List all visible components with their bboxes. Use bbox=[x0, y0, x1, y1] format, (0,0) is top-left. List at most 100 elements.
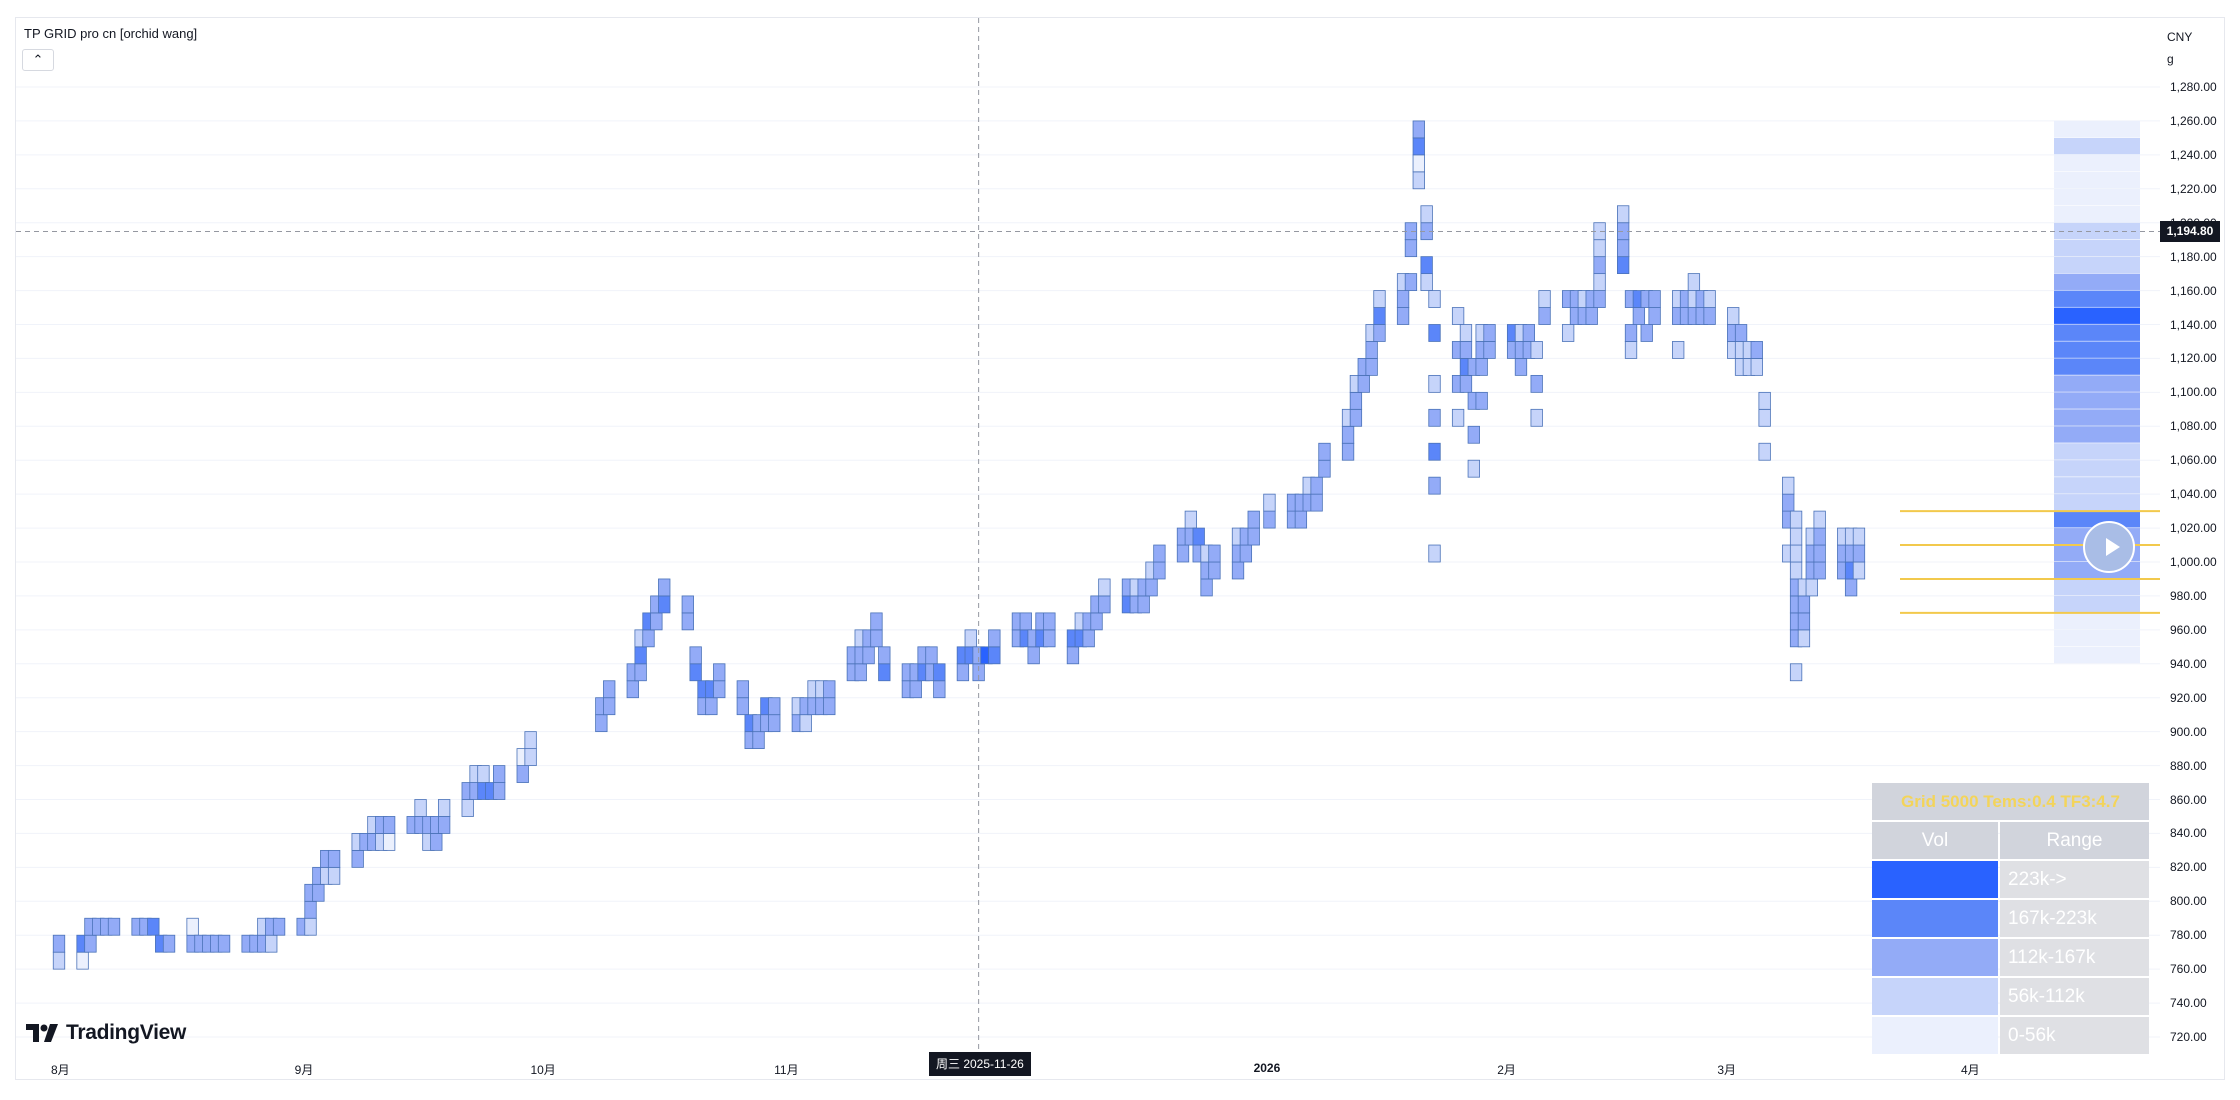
profile-bar bbox=[2054, 137, 2140, 155]
tradingview-logo[interactable]: TradingView bbox=[26, 1019, 186, 1047]
grid-cell bbox=[1428, 374, 1441, 393]
grid-cell bbox=[1467, 425, 1480, 444]
grid-cell bbox=[1782, 476, 1795, 495]
grid-cell bbox=[1522, 324, 1535, 342]
grid-cell bbox=[1263, 493, 1276, 512]
grid-cell bbox=[162, 934, 176, 953]
grid-cell bbox=[1341, 425, 1355, 444]
grid-cell bbox=[1561, 324, 1575, 342]
y-tick-label: 840.00 bbox=[2170, 826, 2207, 841]
play-icon[interactable] bbox=[2083, 521, 2135, 573]
grid-cell bbox=[1624, 341, 1638, 359]
grid-cell bbox=[1648, 307, 1661, 325]
grid-cell bbox=[658, 595, 671, 614]
grid-cell bbox=[1797, 629, 1811, 648]
legend-range-label: 112k-167k bbox=[2000, 939, 2149, 976]
profile-bar bbox=[2054, 494, 2140, 511]
grid-cell bbox=[1789, 527, 1803, 546]
y-tick-label: 1,220.00 bbox=[2170, 181, 2217, 196]
grid-cell bbox=[1459, 324, 1473, 342]
y-tick-label: 1,260.00 bbox=[2170, 113, 2217, 128]
grid-cell bbox=[1451, 408, 1465, 427]
x-tick-label: 9月 bbox=[294, 1063, 314, 1077]
y-tick-label: 940.00 bbox=[2170, 656, 2207, 671]
currency-unit[interactable]: CNY g bbox=[2167, 26, 2192, 70]
grid-cell bbox=[1396, 307, 1410, 325]
x-tick-label: 8月 bbox=[51, 1063, 70, 1077]
grid-cell bbox=[988, 629, 1001, 648]
grid-cell bbox=[1617, 256, 1630, 275]
grid-cell bbox=[854, 663, 867, 682]
grid-cell bbox=[1373, 324, 1386, 342]
grid-cell bbox=[1467, 459, 1480, 478]
profile-bar bbox=[2054, 477, 2140, 494]
y-tick-label: 1,240.00 bbox=[2170, 147, 2217, 162]
grid-cell bbox=[1082, 629, 1095, 648]
chart-frame[interactable] bbox=[15, 17, 2225, 1080]
grid-cell bbox=[1310, 493, 1323, 512]
grid-cell bbox=[1098, 595, 1111, 614]
grid-cell bbox=[1428, 476, 1441, 495]
legend-range-label: 223k-> bbox=[2000, 861, 2149, 898]
grid-cell bbox=[1098, 578, 1111, 597]
indicator-title[interactable]: TP GRID pro cn [orchid wang] bbox=[24, 26, 198, 41]
grid-cell bbox=[52, 934, 66, 953]
legend-swatch bbox=[1872, 861, 1998, 898]
y-tick-label: 800.00 bbox=[2170, 894, 2207, 909]
y-tick-label: 1,000.00 bbox=[2170, 555, 2217, 569]
grid-cell bbox=[1404, 239, 1418, 258]
grid-cell bbox=[933, 663, 946, 682]
grid-cell bbox=[265, 934, 278, 953]
grid-cell bbox=[1758, 391, 1771, 410]
grid-cell bbox=[382, 833, 396, 851]
grid-cell bbox=[477, 765, 490, 783]
legend-swatch bbox=[1872, 900, 1998, 937]
grid-cell bbox=[1813, 544, 1826, 563]
y-tick-label: 780.00 bbox=[2170, 928, 2207, 943]
grid-cell bbox=[304, 900, 317, 919]
grid-cell bbox=[909, 680, 922, 699]
grid-cell bbox=[414, 799, 427, 817]
grid-cell bbox=[1758, 408, 1771, 427]
grid-cell bbox=[1727, 307, 1740, 325]
grid-cell bbox=[1475, 391, 1488, 410]
grid-cell bbox=[1420, 256, 1433, 275]
y-tick-label: 1,280.00 bbox=[2170, 80, 2217, 94]
grid-cell bbox=[736, 680, 749, 699]
grid-cell bbox=[1734, 324, 1748, 342]
legend-row: 56k-112k bbox=[1872, 978, 2149, 1015]
grid-cell bbox=[1373, 290, 1386, 308]
legend-row: 223k-> bbox=[1872, 861, 2149, 898]
grid-cell bbox=[516, 765, 529, 783]
grid-cell bbox=[1137, 595, 1150, 614]
grid-cell bbox=[1231, 561, 1245, 580]
grid-cell bbox=[1090, 612, 1103, 631]
grid-cell bbox=[437, 799, 451, 817]
y-tick-label: 1,060.00 bbox=[2170, 453, 2217, 468]
legend-swatch bbox=[1872, 978, 1998, 1015]
grid-cell bbox=[862, 646, 875, 665]
legend-row: 167k-223k bbox=[1872, 900, 2149, 937]
y-tick-label: 1,140.00 bbox=[2170, 317, 2217, 332]
grid-cell bbox=[713, 680, 726, 699]
grid-cell bbox=[1750, 341, 1763, 359]
grid-cell bbox=[524, 748, 537, 766]
profile-bar bbox=[2054, 629, 2140, 647]
grid-cell bbox=[493, 765, 506, 783]
x-tick-label: 2月 bbox=[1497, 1063, 1516, 1077]
grid-cell bbox=[1184, 510, 1198, 529]
profile-bar bbox=[2054, 595, 2140, 613]
grid-cell bbox=[1365, 358, 1378, 376]
grid-cell bbox=[1239, 544, 1253, 563]
chevron-up-icon[interactable]: ⌃ bbox=[22, 49, 54, 71]
grid-cell bbox=[1263, 510, 1276, 529]
profile-bar bbox=[2054, 239, 2140, 257]
legend-swatch bbox=[1872, 1017, 1998, 1054]
y-tick-label: 860.00 bbox=[2170, 792, 2207, 807]
legend-row: 0-56k bbox=[1872, 1017, 2149, 1054]
grid-cell bbox=[493, 782, 506, 800]
grid-cell bbox=[681, 595, 694, 614]
grid-cell bbox=[713, 663, 726, 682]
y-tick-label: 1,120.00 bbox=[2170, 351, 2217, 366]
grid-cell bbox=[304, 917, 317, 936]
